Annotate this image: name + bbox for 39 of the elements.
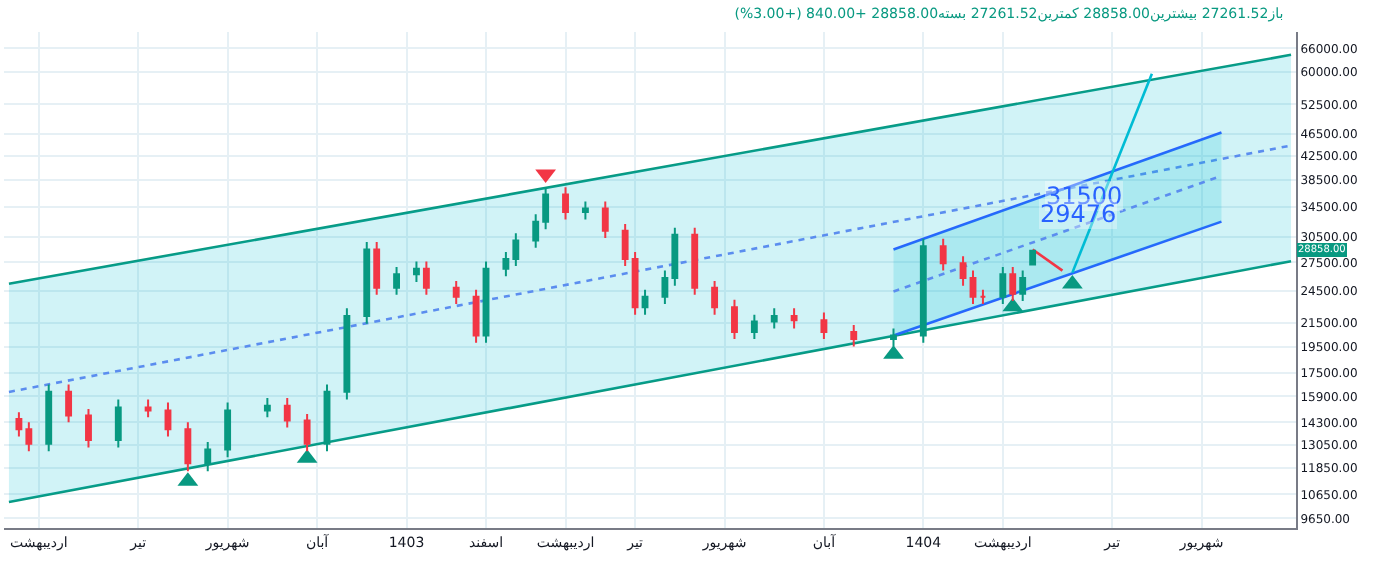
candlestick: [790, 307, 798, 330]
candlestick: [413, 260, 420, 283]
candlestick: [373, 241, 381, 296]
candlestick: [641, 288, 649, 316]
candlestick: [711, 279, 719, 316]
candlestick: [770, 307, 778, 330]
candlestick: [343, 307, 351, 401]
candlestick: [283, 396, 291, 429]
candlestick: [323, 383, 331, 453]
candlestick: [691, 226, 699, 296]
candlestick: [939, 237, 947, 272]
candlestick: [303, 412, 311, 453]
candlestick: [85, 408, 92, 449]
candlestick: [164, 401, 172, 438]
candlestick: [820, 311, 828, 341]
candlestick: [204, 440, 212, 473]
candlestick: [1009, 265, 1017, 302]
candlestick: [45, 383, 53, 453]
candlestick: [144, 398, 152, 419]
candlestick: [65, 383, 73, 424]
candlestick: [999, 265, 1007, 306]
candlestick: [363, 241, 371, 325]
candlestick: [472, 288, 480, 344]
candlestick: [1019, 269, 1027, 302]
candlestick: [731, 298, 738, 341]
candlestick: [562, 186, 569, 221]
candlestick: [1029, 249, 1037, 266]
candlestick: [422, 260, 430, 296]
candlestick: [601, 200, 609, 239]
candlestick: [114, 398, 122, 449]
candlestick: [224, 401, 232, 459]
candlestick: [452, 279, 460, 306]
candlestick: [184, 421, 192, 473]
candlestick: [393, 265, 400, 296]
candlestick: [750, 313, 758, 341]
candlestick: [581, 200, 589, 221]
candlestick: [263, 396, 271, 419]
candlestick: [850, 323, 858, 348]
candlestick: [979, 288, 987, 306]
